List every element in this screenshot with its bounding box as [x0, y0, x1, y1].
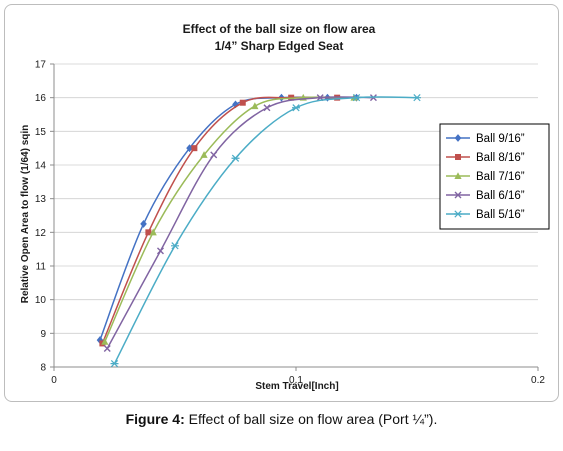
legend-marker [455, 154, 461, 160]
chart-title: Effect of the ball size on flow area [183, 22, 376, 36]
y-tick-label: 14 [35, 161, 47, 172]
series-line [104, 96, 355, 343]
x-tick-label: 0.2 [531, 375, 545, 386]
series-5 [110, 94, 421, 368]
data-point [292, 104, 300, 112]
y-axis-label: Relative Open Area to flow (1/64) sqin [20, 125, 31, 304]
y-tick-label: 15 [35, 127, 47, 138]
data-point [191, 145, 198, 152]
legend-entry: Ball 9/16” [446, 133, 525, 145]
legend-entry: Ball 7/16” [446, 171, 525, 183]
legend-marker [454, 191, 462, 199]
series-layer [96, 93, 421, 368]
data-point [263, 104, 271, 112]
legend: Ball 9/16” Ball 8/16” Ball 7/16” Ball 6/16”… [439, 123, 550, 230]
chart-subtitle: 1/4” Sharp Edged Seat [215, 39, 344, 53]
y-tick-labels: 8 9 10 11 12 13 14 15 16 17 [35, 60, 47, 374]
y-tick-label: 9 [40, 329, 46, 340]
legend-label: Ball 5/16” [476, 209, 525, 221]
legend-marker [454, 134, 462, 142]
series-2 [99, 94, 341, 347]
data-point [231, 154, 240, 162]
data-point [145, 229, 152, 236]
x-tick-label: 0 [51, 375, 57, 386]
data-point [171, 242, 179, 250]
x-tick-label: 0.1 [289, 375, 303, 386]
series-line [113, 96, 418, 364]
y-tick-label: 16 [35, 93, 47, 104]
series-line [101, 96, 338, 344]
data-point [200, 151, 208, 158]
y-tick-label: 8 [40, 363, 46, 374]
legend-marker [454, 210, 462, 218]
legend-entry: Ball 5/16” [446, 209, 525, 221]
y-tick-label: 12 [35, 228, 47, 239]
data-point [110, 360, 119, 368]
data-point [103, 344, 111, 352]
y-tick-label: 13 [35, 194, 47, 205]
data-point [239, 99, 246, 106]
figure-caption: Figure 4: Effect of ball size on flow ar… [0, 411, 563, 427]
y-tick-label: 10 [35, 295, 47, 306]
data-point [101, 337, 109, 345]
data-point [413, 94, 421, 102]
data-point [352, 94, 361, 102]
legend-label: Ball 7/16” [476, 171, 525, 183]
y-tick-label: 17 [35, 60, 47, 71]
data-point [156, 247, 164, 255]
series-line [99, 96, 357, 341]
data-point [186, 144, 193, 153]
data-point [149, 228, 157, 236]
legend-label: Ball 9/16” [476, 133, 525, 145]
legend-label: Ball 6/16” [476, 190, 525, 202]
series-line [106, 96, 374, 349]
line-chart: Effect of the ball size on flow area 1/4… [20, 22, 550, 392]
series-4 [103, 94, 377, 352]
data-point [140, 220, 147, 228]
caption-text: Effect of ball size on flow area (Port ¼… [184, 411, 438, 427]
data-point [210, 151, 218, 159]
legend-label: Ball 8/16” [476, 152, 525, 164]
caption-label: Figure 4: [125, 411, 185, 427]
legend-entry: Ball 6/16” [446, 190, 525, 202]
x-tick-labels: 0 0.1 0.2 [51, 375, 545, 386]
data-point [251, 102, 259, 110]
x-axis-label: Stem Travel[Inch] [255, 381, 338, 392]
axes [50, 63, 539, 371]
legend-entry: Ball 8/16” [446, 152, 525, 164]
legend-marker [454, 172, 462, 179]
y-tick-label: 11 [36, 262, 47, 273]
